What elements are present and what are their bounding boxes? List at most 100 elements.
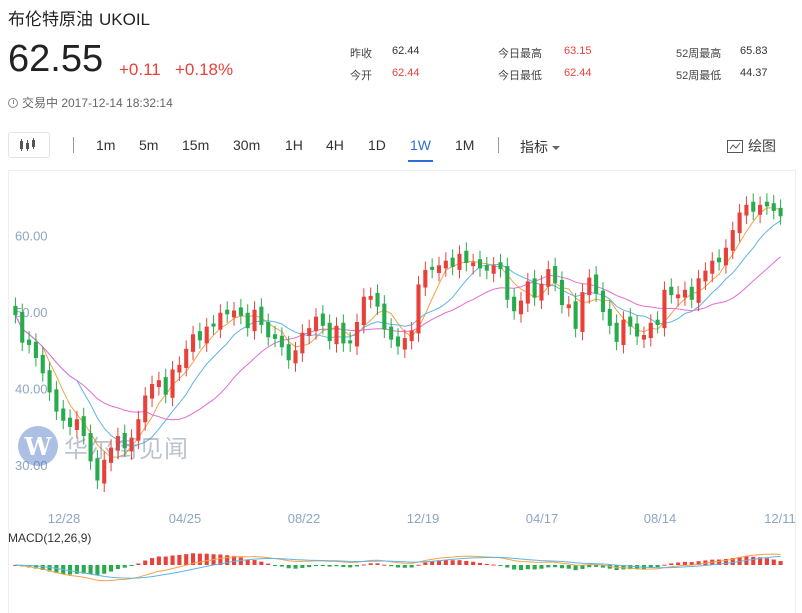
macd-histogram-bar bbox=[259, 561, 264, 565]
candle-body bbox=[525, 281, 530, 304]
macd-histogram-bar bbox=[266, 563, 271, 565]
macd-histogram-bar bbox=[566, 565, 571, 569]
timeframe-1w[interactable]: 1W bbox=[408, 137, 433, 162]
candle-body bbox=[102, 459, 107, 484]
candle-body bbox=[607, 308, 612, 326]
candle-body bbox=[703, 270, 708, 282]
macd-histogram-bar bbox=[102, 565, 107, 574]
x-tick-label: 12/28 bbox=[48, 511, 81, 526]
macd-histogram-bar bbox=[751, 556, 756, 565]
macd-label: MACD(12,26,9) bbox=[8, 531, 91, 545]
candle-body bbox=[300, 332, 305, 354]
x-tick-label: 12/11 bbox=[764, 511, 796, 526]
candle-body bbox=[225, 309, 230, 315]
y-tick-label: 30.00 bbox=[15, 458, 48, 473]
candle-body bbox=[416, 284, 421, 334]
timeframe-15m[interactable]: 15m bbox=[182, 137, 210, 153]
macd-histogram-bar bbox=[484, 563, 489, 565]
macd-histogram-bar bbox=[730, 558, 735, 565]
draw-button[interactable]: 绘图 bbox=[727, 136, 776, 156]
candle-body bbox=[744, 204, 749, 216]
macd-histogram-bar bbox=[170, 555, 175, 565]
candle-body bbox=[423, 269, 428, 288]
last-price: 62.55 bbox=[8, 38, 104, 80]
macd-histogram-bar bbox=[655, 565, 660, 568]
macd-histogram-bar bbox=[436, 560, 442, 565]
x-tick-label: 04/17 bbox=[526, 511, 559, 526]
candle-body bbox=[129, 437, 134, 452]
macd-histogram-bar bbox=[348, 565, 353, 568]
candle-body bbox=[676, 294, 681, 299]
macd-histogram-bar bbox=[190, 553, 196, 565]
candle-body bbox=[197, 331, 202, 341]
candle-body bbox=[498, 262, 503, 270]
macd-histogram-bar bbox=[40, 565, 45, 570]
macd-histogram-bar bbox=[778, 561, 783, 565]
candlestick-type-button[interactable] bbox=[8, 132, 50, 158]
stat-52w-low: 52周最低 44.37 bbox=[676, 67, 768, 82]
candle-body bbox=[539, 283, 544, 301]
candle-body bbox=[143, 395, 148, 423]
candle-body bbox=[20, 312, 25, 343]
candle-body bbox=[245, 312, 250, 329]
instrument-symbol: UKOIL bbox=[99, 10, 151, 29]
macd-histogram-bar bbox=[122, 565, 127, 568]
macd-histogram-bar bbox=[341, 565, 346, 567]
timeframe-4h[interactable]: 4H bbox=[326, 137, 344, 153]
candle-body bbox=[122, 433, 127, 449]
macd-histogram-bar bbox=[313, 565, 319, 567]
macd-histogram-bar bbox=[607, 565, 612, 569]
candle-body bbox=[368, 295, 373, 300]
macd-histogram-bar bbox=[81, 565, 86, 574]
macd-histogram-bar bbox=[47, 565, 52, 572]
timeframe-1mo[interactable]: 1M bbox=[455, 137, 475, 153]
instrument-title: 布伦特原油 UKOIL bbox=[8, 5, 150, 30]
macd-histogram-bar bbox=[450, 560, 455, 565]
timeframe-5m[interactable]: 5m bbox=[139, 137, 159, 153]
macd-histogram-bar bbox=[662, 564, 667, 566]
candle-body bbox=[348, 340, 353, 344]
macd-histogram-bar bbox=[594, 565, 599, 567]
indicator-dropdown[interactable]: 指标 bbox=[520, 137, 560, 157]
macd-histogram-bar bbox=[600, 565, 606, 568]
candle-body bbox=[395, 336, 401, 347]
macd-histogram-bar bbox=[368, 563, 373, 565]
x-tick-label: 08/22 bbox=[288, 511, 321, 526]
macd-histogram-bar bbox=[443, 559, 448, 565]
macd-histogram-bar bbox=[628, 565, 633, 570]
candle-body bbox=[648, 322, 653, 339]
timeframe-1d[interactable]: 1D bbox=[368, 137, 386, 153]
macd-histogram-bar bbox=[156, 556, 161, 565]
stat-day-high: 今日最高 63.15 bbox=[498, 45, 592, 60]
macd-histogram-bar bbox=[402, 565, 407, 568]
candle-body bbox=[758, 204, 763, 215]
toolbar-divider bbox=[73, 137, 74, 153]
timeframe-30m[interactable]: 30m bbox=[233, 137, 261, 153]
watermark-logo: W bbox=[18, 426, 58, 466]
candle-body bbox=[95, 458, 100, 481]
watermark: W 华尔街见闻 bbox=[18, 426, 189, 466]
candle-body bbox=[211, 323, 216, 327]
macd-histogram-bar bbox=[758, 557, 763, 565]
macd-histogram-bar bbox=[272, 565, 278, 566]
macd-histogram-bar bbox=[334, 565, 339, 567]
macd-histogram-bar bbox=[771, 559, 776, 565]
macd-histogram-bar bbox=[580, 565, 585, 569]
candle-body bbox=[170, 369, 175, 398]
candle-body bbox=[252, 309, 257, 332]
candle-body bbox=[33, 341, 38, 358]
macd-histogram-bar bbox=[648, 565, 653, 568]
candle-body bbox=[737, 212, 742, 234]
candle-body bbox=[402, 338, 407, 350]
macd-histogram-bar bbox=[88, 565, 93, 575]
macd-histogram-bar bbox=[109, 565, 114, 572]
candle-body bbox=[279, 335, 284, 348]
timeframe-1m[interactable]: 1m bbox=[96, 137, 116, 153]
macd-histogram-bar bbox=[163, 556, 168, 565]
macd-histogram-bar bbox=[129, 565, 134, 566]
candle-body bbox=[717, 257, 722, 263]
chart-area[interactable] bbox=[8, 170, 796, 613]
candle-body bbox=[641, 335, 646, 340]
timeframe-1h[interactable]: 1H bbox=[285, 137, 303, 153]
